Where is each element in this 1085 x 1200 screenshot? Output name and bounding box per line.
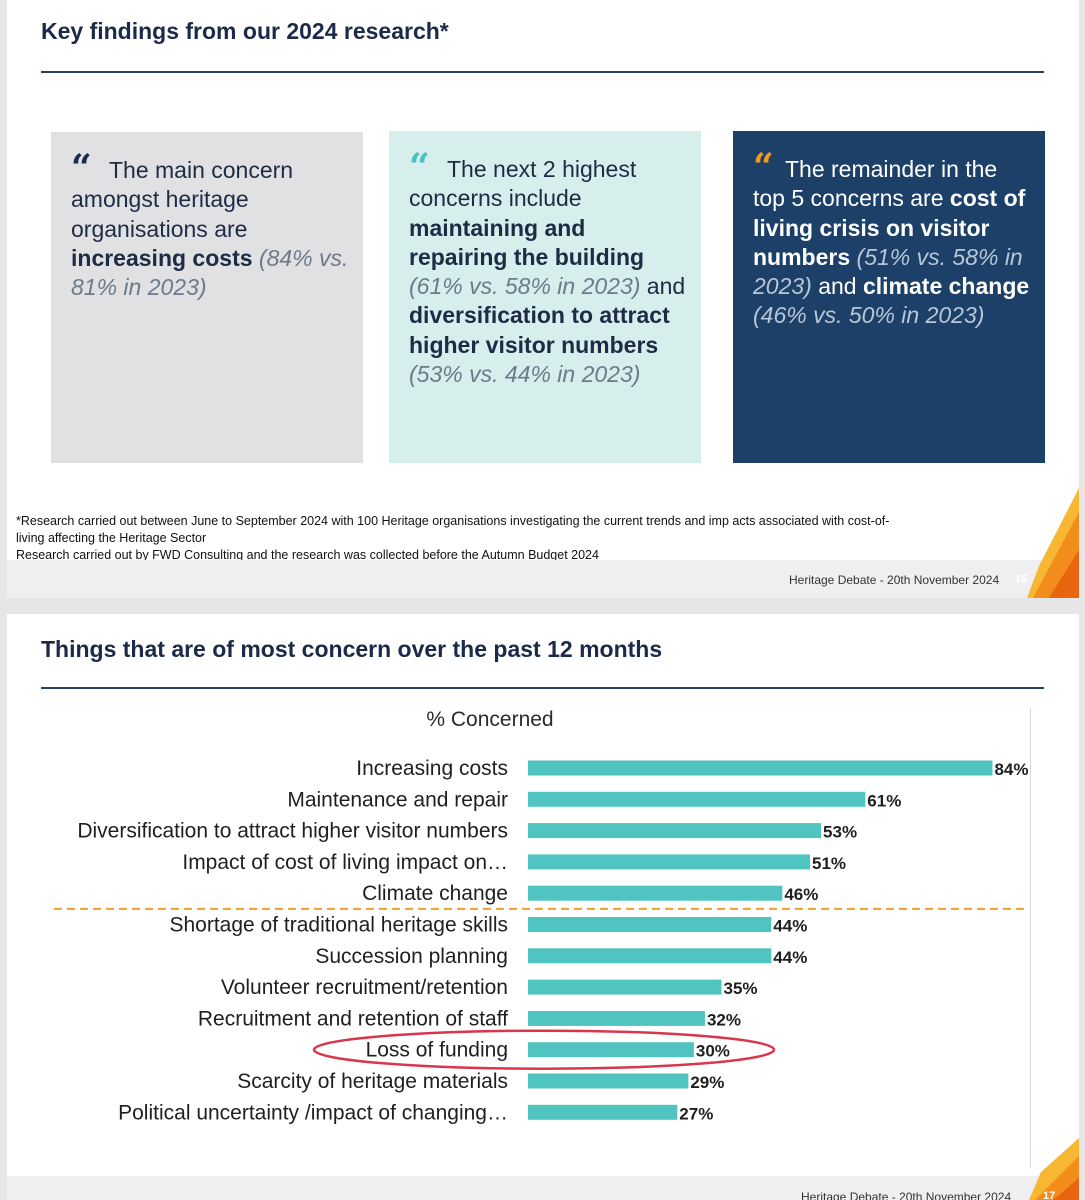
value-label: 35%: [724, 979, 758, 998]
research-footnote: *Research carried out between June to Se…: [16, 513, 916, 564]
category-label: Political uncertainty /impact of changin…: [118, 1101, 508, 1124]
bar: [528, 1073, 689, 1089]
finding-text: The next 2 highest concerns include: [409, 156, 637, 212]
bar: [528, 854, 810, 870]
finding-text: The remainder in the top 5 concerns are: [753, 156, 998, 212]
finding-box-increasing-costs: “The main concern amongst heritage organ…: [51, 132, 363, 463]
slide-title: Things that are of most concern over the…: [41, 636, 663, 662]
bar: [528, 979, 722, 995]
category-label: Recruitment and retention of staff: [198, 1007, 508, 1030]
value-label: 61%: [867, 791, 901, 810]
highlight-ellipse: [312, 1029, 776, 1070]
value-label: 27%: [679, 1104, 713, 1123]
finding-highlight: cost of living crisis on visitor numbers: [753, 185, 1026, 270]
finding-highlight: maintaining and repairing the building: [409, 214, 645, 270]
finding-text: The main concern amongst heritage organi…: [71, 157, 294, 242]
finding-joiner: and: [811, 273, 863, 300]
bar: [528, 948, 772, 964]
footnote-line-2: Research carried out by FWD Consulting a…: [16, 548, 599, 562]
bar: [528, 823, 822, 839]
bar: [528, 1104, 678, 1120]
footer-band: [7, 560, 1079, 598]
category-label: Impact of cost of living impact on…: [182, 851, 508, 874]
concern-bar-chart: % Concerned Increasing costs 84% Maintenan…: [54, 708, 1029, 1124]
bar: [528, 917, 772, 932]
page-number: 17: [1043, 1190, 1056, 1200]
category-label: Succession planning: [315, 945, 508, 968]
corner-decoration-icon: [1029, 1138, 1079, 1200]
page-number: 16: [1015, 573, 1028, 585]
bar: [528, 760, 993, 776]
slide-key-findings: Key findings from our 2024 research* “Th…: [7, 0, 1079, 598]
slide-concerns-chart: Things that are of most concern over the…: [7, 614, 1079, 1200]
value-label: 84%: [994, 760, 1028, 779]
bars-layer: Increasing costs 84% Maintenance and repai…: [54, 757, 1029, 1124]
finding-box-building-diversification: “The next 2 highest concerns include mai…: [389, 131, 701, 463]
finding-stat-2: (46% vs. 50% in 2023): [753, 302, 985, 329]
bar: [528, 885, 783, 901]
category-label: Increasing costs: [356, 757, 508, 780]
value-label: 46%: [784, 885, 818, 904]
category-label: Volunteer recruitment/retention: [221, 976, 508, 999]
category-label: Maintenance and repair: [287, 788, 508, 811]
value-label: 29%: [690, 1073, 724, 1092]
finding-stat: (51% vs. 58% in 2023): [753, 243, 1023, 300]
bar: [528, 1042, 694, 1058]
category-label: Climate change: [362, 882, 508, 905]
value-label: 53%: [823, 823, 857, 842]
footer-event-text: Heritage Debate - 20th November 2024: [801, 1190, 1012, 1200]
category-label: Diversification to attract higher visito…: [77, 820, 508, 843]
category-label: Scarcity of heritage materials: [237, 1070, 508, 1093]
finding-stat-2: (53% vs. 44% in 2023): [409, 361, 641, 388]
category-label: Shortage of traditional heritage skills: [169, 914, 508, 937]
finding-box-cost-of-living-climate: “The remainder in the top 5 concerns are…: [733, 131, 1045, 463]
quote-icon: “: [409, 146, 430, 188]
finding-stat: (84% vs. 81% in 2023): [71, 244, 349, 301]
finding-highlight-2: climate change: [862, 273, 1030, 300]
value-label: 32%: [707, 1010, 741, 1029]
footnote-line-1: *Research carried out between June to Se…: [16, 514, 890, 545]
value-label: 30%: [696, 1042, 730, 1061]
finding-joiner: and: [640, 273, 686, 300]
corner-decoration-icon: [1027, 488, 1079, 598]
quote-icon: “: [753, 146, 774, 188]
finding-stat: (61% vs. 58% in 2023): [409, 273, 641, 300]
quote-icon: “: [71, 147, 92, 189]
bar: [528, 1010, 705, 1026]
title-divider: [41, 687, 1044, 689]
chart-title: % Concerned: [426, 708, 553, 731]
finding-highlight: increasing costs: [71, 244, 253, 271]
category-label: Loss of funding: [366, 1039, 508, 1062]
footer-band: [7, 1176, 1079, 1200]
title-divider: [41, 71, 1044, 73]
chart-frame-edge: [1030, 708, 1031, 1168]
slide-title: Key findings from our 2024 research*: [41, 18, 449, 44]
bar: [528, 791, 866, 807]
finding-highlight-2: diversification to attract higher visito…: [409, 302, 670, 358]
value-label: 51%: [812, 854, 846, 873]
footer-event-text: Heritage Debate - 20th November 2024: [789, 573, 1000, 587]
value-label: 44%: [773, 948, 807, 967]
value-label: 44%: [773, 917, 807, 936]
